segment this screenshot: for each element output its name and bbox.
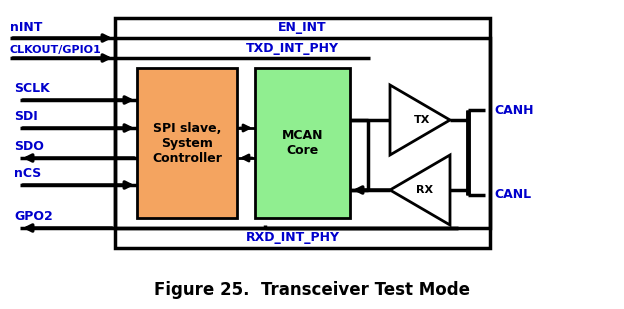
Bar bbox=[137, 68, 237, 218]
Bar bbox=[115, 18, 490, 248]
Text: SCLK: SCLK bbox=[14, 82, 50, 95]
Text: CANH: CANH bbox=[494, 104, 534, 116]
Text: SDI: SDI bbox=[14, 110, 37, 123]
Polygon shape bbox=[390, 85, 450, 155]
Text: SDO: SDO bbox=[14, 140, 44, 153]
Text: SPI slave,
System
Controller: SPI slave, System Controller bbox=[152, 121, 222, 164]
Polygon shape bbox=[390, 155, 450, 225]
Text: CANL: CANL bbox=[494, 188, 531, 201]
Text: nCS: nCS bbox=[14, 167, 41, 180]
Text: Figure 25.  Transceiver Test Mode: Figure 25. Transceiver Test Mode bbox=[154, 281, 470, 299]
Text: TX: TX bbox=[414, 115, 430, 125]
Text: MCAN
Core: MCAN Core bbox=[282, 129, 323, 157]
Text: nINT: nINT bbox=[10, 21, 42, 34]
Text: CLKOUT/GPIO1: CLKOUT/GPIO1 bbox=[10, 45, 102, 55]
Bar bbox=[115, 38, 490, 228]
Text: GPO2: GPO2 bbox=[14, 210, 53, 223]
Text: RX: RX bbox=[416, 185, 434, 195]
Bar bbox=[255, 68, 350, 218]
Text: EN_INT: EN_INT bbox=[278, 21, 327, 34]
Text: RXD_INT_PHY: RXD_INT_PHY bbox=[245, 231, 339, 244]
Text: TXD_INT_PHY: TXD_INT_PHY bbox=[246, 42, 339, 55]
